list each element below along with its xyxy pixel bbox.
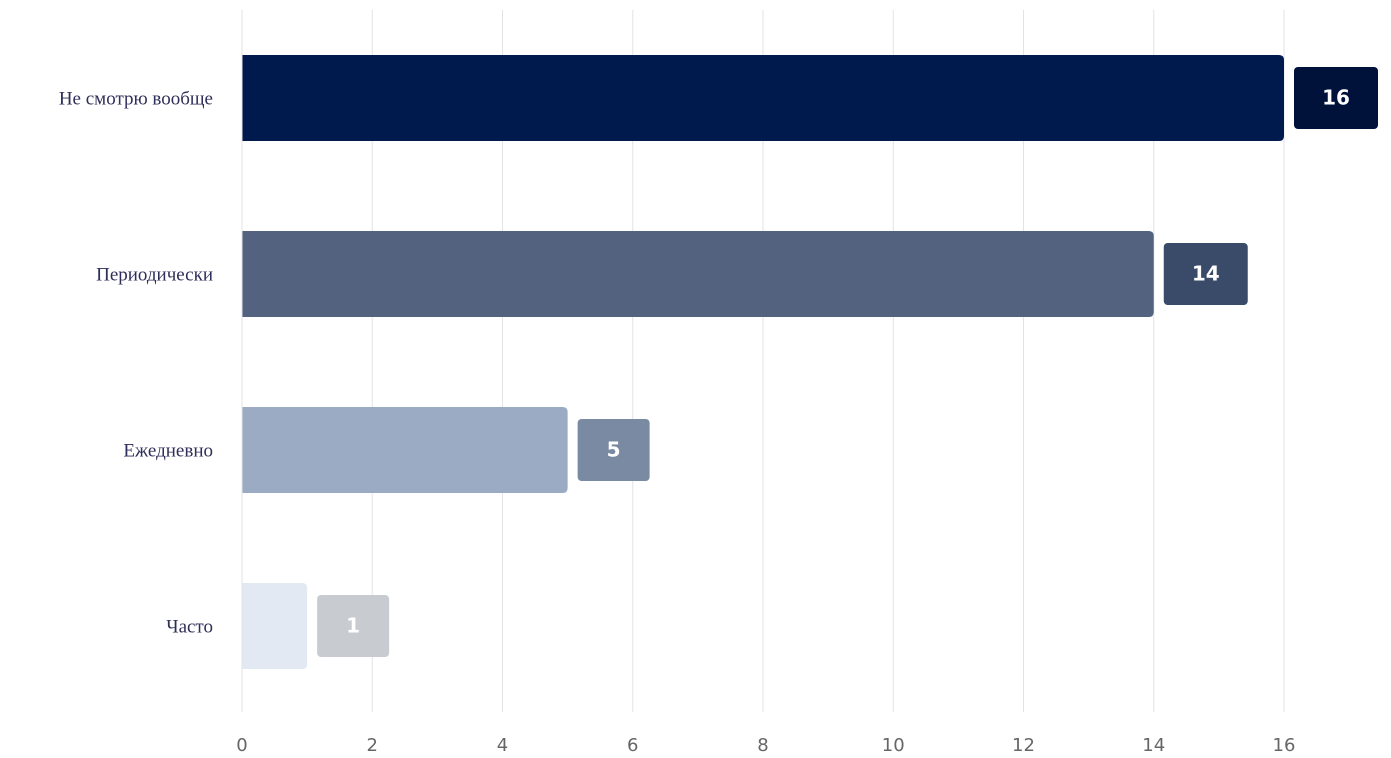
value-label: 1 (346, 614, 360, 638)
value-label-box (317, 595, 390, 657)
value-label: 16 (1322, 86, 1350, 110)
value-label-box (1294, 67, 1378, 129)
x-tick-label: 10 (882, 735, 905, 756)
bar (242, 231, 1154, 317)
bar (242, 55, 1284, 141)
y-tick-label: Не смотрю вообще (59, 88, 213, 109)
value-label: 14 (1192, 262, 1220, 286)
y-tick-label: Часто (166, 616, 213, 637)
x-tick-label: 0 (236, 735, 247, 756)
bar (242, 407, 568, 493)
y-tick-label: Периодически (96, 264, 213, 285)
value-label-box (1163, 243, 1248, 305)
y-tick-label: Ежедневно (123, 440, 213, 461)
x-tick-label: 2 (367, 735, 378, 756)
x-tick-label: 6 (627, 735, 638, 756)
bar (242, 583, 308, 669)
value-label-box (577, 419, 650, 481)
x-tick-label: 12 (1012, 735, 1035, 756)
x-tick-label: 8 (757, 735, 768, 756)
x-tick-label: 14 (1142, 735, 1165, 756)
value-label: 5 (607, 438, 621, 462)
x-tick-label: 4 (497, 735, 508, 756)
x-tick-label: 16 (1273, 735, 1296, 756)
